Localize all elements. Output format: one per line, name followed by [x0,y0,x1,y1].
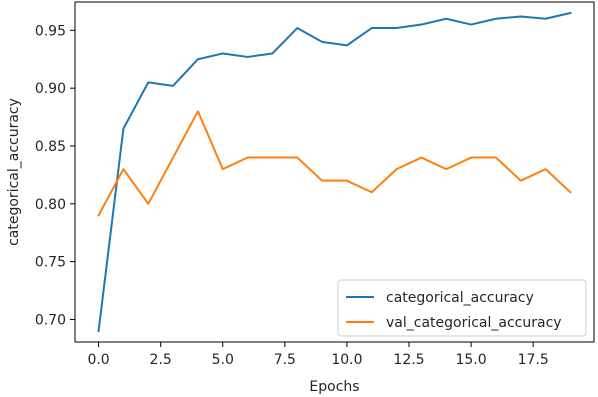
x-tick-label: 10.0 [331,352,362,368]
legend: categorical_accuracy val_categorical_accu… [337,279,587,337]
series-line-val-categorical-accuracy [97,110,572,217]
x-tick-label: 0.0 [87,352,109,368]
x-axis: 0.0 2.5 5.0 7.5 10.0 12.5 15.0 17.5 [87,342,549,368]
x-tick-label: 15.0 [455,352,486,368]
x-tick-label: 17.5 [518,352,549,368]
y-tick-label: 0.80 [35,197,66,213]
y-tick-label: 0.95 [35,23,66,39]
x-tick-label: 7.5 [274,352,296,368]
x-axis-label: Epochs [309,379,359,395]
legend-box [337,279,587,337]
y-axis-label: categorical_accuracy [6,98,22,246]
y-tick-label: 0.90 [35,81,66,97]
y-tick-label: 0.70 [35,312,66,328]
y-axis: 0.70 0.75 0.80 0.85 0.90 0.95 [35,23,75,328]
series-line-categorical-accuracy [97,11,572,333]
legend-label: val_categorical_accuracy [386,315,562,331]
plot-frame [74,1,595,343]
y-tick-label: 0.75 [35,255,66,271]
x-tick-label: 5.0 [212,352,234,368]
x-tick-label: 12.5 [393,352,424,368]
plot-lines [97,11,572,333]
y-tick-label: 0.85 [35,139,66,155]
legend-label: categorical_accuracy [386,290,534,306]
x-tick-label: 2.5 [150,352,172,368]
